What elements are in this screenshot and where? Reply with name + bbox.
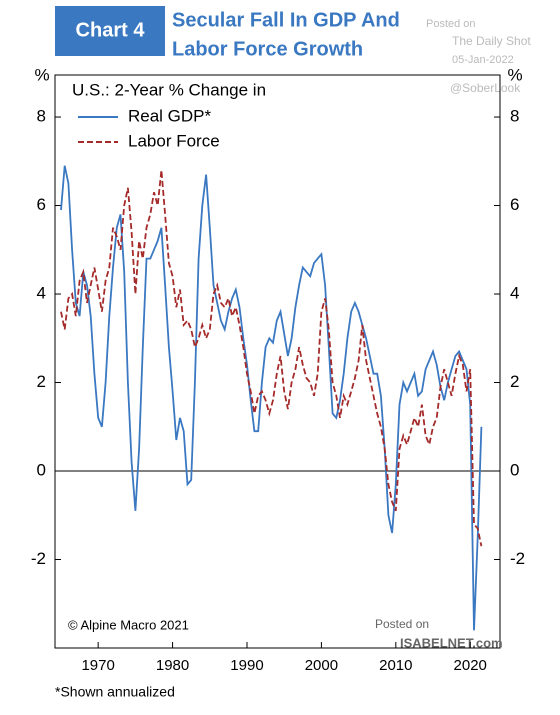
- watermark: 05-Jan-2022: [452, 54, 514, 66]
- legend-title: U.S.: 2-Year % Change in: [72, 80, 266, 99]
- title-line: Labor Force Growth: [172, 38, 363, 60]
- y-tick-label: 8: [510, 107, 519, 126]
- watermark: The Daily Shot: [452, 34, 531, 48]
- footnote: *Shown annualized: [55, 684, 175, 700]
- legend-label: Labor Force: [128, 131, 220, 150]
- y-tick-label: -2: [510, 549, 525, 568]
- x-tick-label: 1990: [230, 657, 263, 674]
- series-line: [60, 170, 483, 547]
- x-tick-label: 2020: [454, 657, 487, 674]
- plot-frame: [54, 74, 501, 649]
- posted: Posted on: [375, 617, 429, 631]
- x-tick-label: 2010: [379, 657, 412, 674]
- y-tick-label: 6: [510, 195, 519, 214]
- y-tick-label: 0: [510, 460, 519, 479]
- y-unit: %: [34, 65, 49, 84]
- watermark: Posted on: [426, 18, 476, 30]
- y-tick-label: 4: [37, 284, 46, 303]
- y-tick-label: 8: [37, 107, 46, 126]
- y-tick-label: -2: [31, 549, 46, 568]
- title-line: Secular Fall In GDP And: [172, 9, 400, 31]
- badge: Chart 4: [76, 19, 146, 41]
- watermark: @SoberLook: [450, 81, 521, 95]
- badge-box: [55, 6, 165, 56]
- x-tick-label: 1970: [81, 657, 114, 674]
- legend-label: Real GDP*: [128, 106, 212, 125]
- y-tick-label: 0: [37, 460, 46, 479]
- source: © Alpine Macro 2021: [68, 617, 189, 632]
- y-tick-label: 4: [510, 284, 519, 303]
- y-unit: %: [507, 65, 522, 84]
- series-line: [60, 165, 483, 631]
- y-tick-label: 6: [37, 195, 46, 214]
- y-tick-label: 2: [37, 372, 46, 391]
- x-tick-label: 2000: [305, 657, 338, 674]
- x-tick-label: 1980: [156, 657, 189, 674]
- y-tick-label: 2: [510, 372, 519, 391]
- posted: ISABELNET.com: [400, 635, 503, 650]
